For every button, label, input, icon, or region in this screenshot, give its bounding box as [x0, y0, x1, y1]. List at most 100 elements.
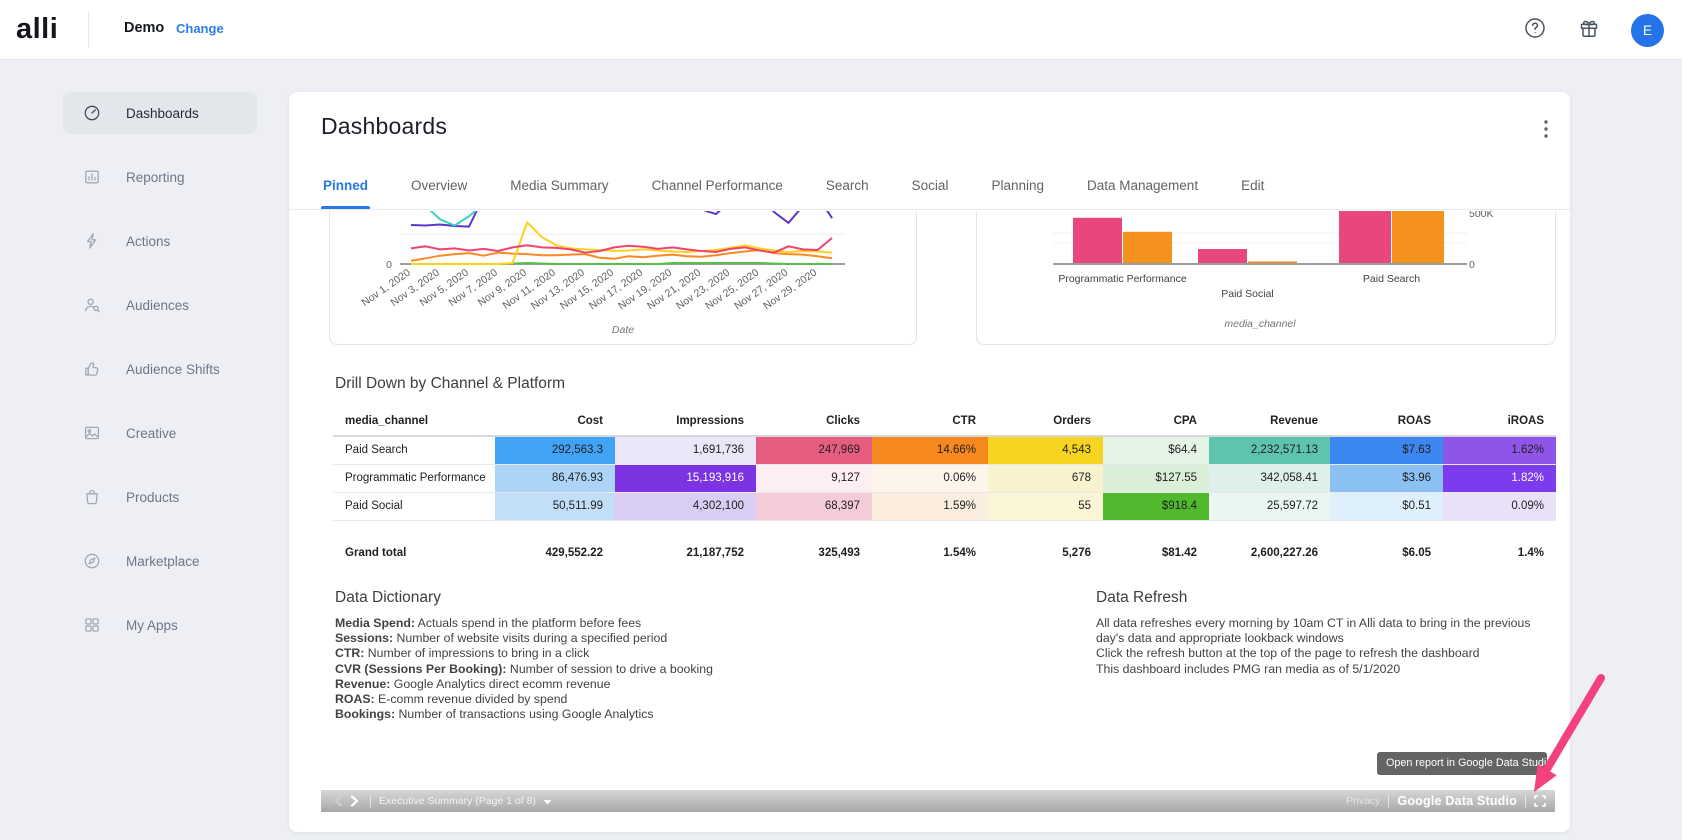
refresh-note: This dashboard includes PMG ran media as…: [1096, 661, 1401, 676]
svg-text:Date: Date: [612, 324, 634, 336]
bottom-bar-divider: [1388, 794, 1390, 808]
compass-icon: [83, 552, 101, 570]
tab-social[interactable]: Social: [911, 178, 949, 193]
sidebar-item-label: Audience Shifts: [126, 361, 220, 377]
column-header-iroas[interactable]: iROAS: [1507, 415, 1544, 427]
thumbs-up-icon: [83, 360, 101, 378]
tab-edit[interactable]: Edit: [1241, 178, 1265, 193]
table-cell: 678: [988, 465, 1103, 492]
drill-down-table: media_channel Cost Impressions Clicks CTR Ord…: [333, 409, 1556, 567]
page-selector[interactable]: Executive Summary (Page 1 of 8): [379, 795, 536, 807]
sidebar-item-audiences[interactable]: Audiences: [63, 284, 257, 326]
table-cell: 15,193,916: [615, 465, 756, 492]
change-client-link[interactable]: Change: [176, 21, 224, 36]
sidebar-item-marketplace[interactable]: Marketplace: [63, 540, 257, 582]
dictionary-entry: Media Spend: Actuals spend in the platfo…: [335, 616, 642, 630]
bar-chart: 500K 0 Programmatic Performance Paid Social…: [1053, 211, 1494, 330]
column-header-impressions[interactable]: Impressions: [676, 415, 744, 427]
help-icon[interactable]: [1523, 16, 1547, 45]
open-report-tooltip: Open report in Google Data Studio: [1377, 752, 1547, 775]
fullscreen-icon[interactable]: [1534, 795, 1546, 807]
privacy-link[interactable]: Privacy: [1345, 795, 1381, 807]
table-cell: 14.66%: [872, 437, 988, 464]
channel-cell: Paid Social: [345, 500, 403, 512]
dictionary-entry: Revenue: Google Analytics direct ecomm r…: [335, 676, 611, 691]
tab-data-management[interactable]: Data Management: [1087, 178, 1199, 193]
column-header-roas[interactable]: ROAS: [1397, 415, 1431, 427]
sidebar-item-my-apps[interactable]: My Apps: [63, 604, 257, 646]
table-row-programmatic-performance[interactable]: Programmatic Performance 86,476.93 15,193,…: [333, 465, 1556, 493]
sidebar-item-actions[interactable]: Actions: [63, 220, 257, 262]
table-cell: $3.96: [1330, 465, 1443, 492]
grand-total-cell: $6.05: [1402, 547, 1431, 559]
bottom-bar-divider: [370, 794, 371, 808]
tab-pinned[interactable]: Pinned: [320, 178, 371, 209]
user-search-icon: [83, 296, 101, 314]
topbar-actions: E: [1523, 0, 1664, 60]
table-cell: 4,302,100: [615, 493, 756, 520]
drill-down-title: Drill Down by Channel & Platform: [335, 375, 566, 392]
previous-page-icon[interactable]: [330, 793, 346, 809]
table-cell: $64.4: [1103, 437, 1209, 464]
table-cell: 86,476.93: [495, 465, 615, 492]
sidebar-item-label: Audiences: [126, 297, 190, 313]
sidebar-item-label: Creative: [126, 425, 177, 441]
next-page-icon[interactable]: [346, 793, 362, 809]
grand-total-cell: 1.54%: [943, 547, 976, 559]
tab-channel-performance[interactable]: Channel Performance: [651, 178, 783, 193]
bar-chart-card: 500K 0 Programmatic Performance Paid Social…: [976, 211, 1556, 345]
svg-text:Programmatic Performance: Programmatic Performance: [1058, 273, 1187, 285]
gift-icon[interactable]: [1577, 16, 1601, 45]
column-header-ctr[interactable]: CTR: [952, 415, 976, 427]
table-cell: 342,058.41: [1209, 465, 1330, 492]
sidebar-item-dashboards[interactable]: Dashboards: [63, 92, 257, 134]
svg-text:Paid Social: Paid Social: [1221, 288, 1274, 300]
table-cell: 292,563.3: [495, 437, 615, 464]
bottom-bar-divider: [1525, 794, 1526, 808]
report-bottom-bar: Executive Summary (Page 1 of 8) Privacy …: [321, 790, 1555, 812]
table-cell: 55: [988, 493, 1103, 520]
sidebar-item-products[interactable]: Products: [63, 476, 257, 518]
table-cell: 50,511.99: [495, 493, 615, 520]
column-header-orders[interactable]: Orders: [1053, 415, 1091, 427]
grand-total-cell: 429,552.22: [545, 547, 603, 559]
kebab-menu-icon[interactable]: [1536, 120, 1556, 144]
sidebar-item-audience-shifts[interactable]: Audience Shifts: [63, 348, 257, 390]
sidebar-item-label: Dashboards: [126, 105, 199, 121]
grand-total-cell: 5,276: [1062, 547, 1091, 559]
alli-logo: alli: [16, 13, 59, 45]
sidebar-item-label: Actions: [126, 233, 171, 249]
sidebar-item-reporting[interactable]: Reporting: [63, 156, 257, 198]
top-bar: alli Demo Change E: [0, 0, 1682, 60]
google-data-studio-link[interactable]: Google Data Studio: [1397, 794, 1517, 808]
page-selector-caret-icon[interactable]: [543, 792, 552, 810]
column-header-clicks[interactable]: Clicks: [826, 415, 860, 427]
table-header-row: media_channel Cost Impressions Clicks CTR Ord…: [333, 409, 1556, 437]
table-cell: 1.62%: [1443, 437, 1556, 464]
column-header-revenue[interactable]: Revenue: [1270, 415, 1318, 427]
sidebar-item-creative[interactable]: Creative: [63, 412, 257, 454]
sidebar-item-label: Products: [126, 489, 180, 505]
tab-overview[interactable]: Overview: [411, 178, 468, 193]
svg-text:0: 0: [386, 259, 392, 271]
column-header-cost[interactable]: Cost: [577, 415, 603, 427]
tab-planning[interactable]: Planning: [991, 178, 1044, 193]
user-avatar[interactable]: E: [1631, 13, 1664, 47]
tab-search[interactable]: Search: [825, 178, 869, 193]
page-title: Dashboards: [321, 113, 448, 139]
grand-total-row: Grand total 429,552.22 21,187,752 325,493 1.…: [333, 539, 1556, 567]
column-header-cpa[interactable]: CPA: [1173, 415, 1197, 427]
table-cell: $0.51: [1330, 493, 1443, 520]
sidebar: Dashboards Reporting Actions Audiences Audie…: [0, 60, 258, 840]
client-name: Demo: [124, 20, 165, 36]
table-row-paid-social[interactable]: Paid Social 50,511.99 4,302,100 68,397 1.59%…: [333, 493, 1556, 521]
topbar-divider: [88, 12, 89, 48]
table-row-paid-search[interactable]: Paid Search 292,563.3 1,691,736 247,969 14.6…: [333, 437, 1556, 465]
table-cell: 1.59%: [872, 493, 988, 520]
tab-media-summary[interactable]: Media Summary: [510, 178, 609, 193]
column-header-media-channel[interactable]: media_channel: [345, 415, 429, 427]
dictionary-entry: ROAS: E-comm revenue divided by spend: [335, 692, 568, 707]
data-dictionary-title: Data Dictionary: [335, 589, 441, 606]
